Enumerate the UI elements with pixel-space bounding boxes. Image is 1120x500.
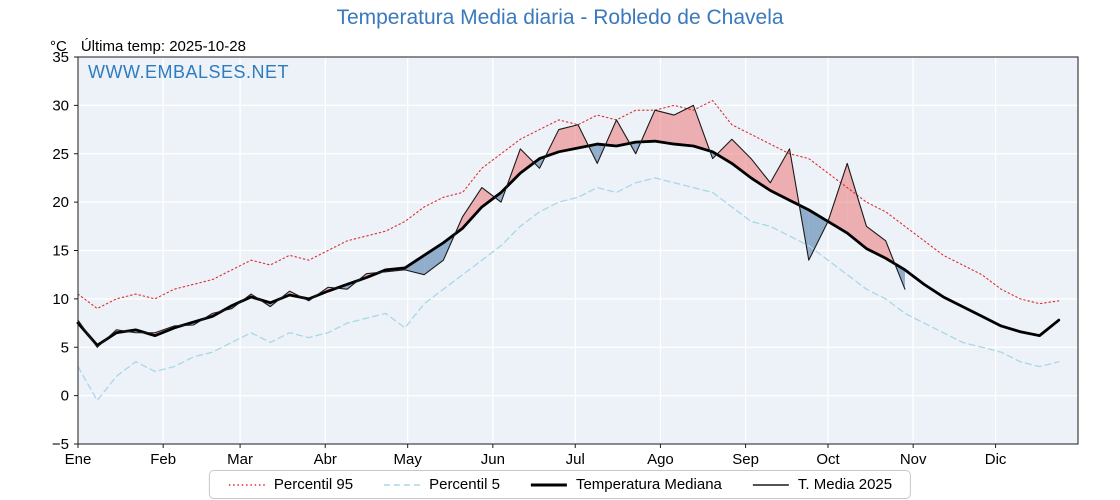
y-tick-label: 5 bbox=[61, 339, 69, 356]
tmedia-2025-line-sample-icon bbox=[752, 478, 790, 492]
fill-above-median bbox=[751, 158, 771, 191]
y-tick-label: 25 bbox=[52, 146, 69, 163]
mediana-line-sample-icon bbox=[530, 478, 568, 492]
x-tick-label: Oct bbox=[816, 451, 840, 468]
legend-item-mediana: Temperatura Mediana bbox=[530, 476, 722, 493]
legend-label: Temperatura Mediana bbox=[575, 476, 722, 493]
y-tick-label: −5 bbox=[52, 436, 69, 453]
fill-above-median bbox=[558, 124, 578, 152]
y-tick-label: 0 bbox=[61, 388, 69, 405]
fill-above-median bbox=[654, 110, 675, 145]
x-tick-label: Ago bbox=[647, 451, 674, 468]
y-tick-label: 15 bbox=[52, 243, 69, 260]
fill-below-median bbox=[424, 242, 444, 275]
chart-title: Temperatura Media diaria - Robledo de Ch… bbox=[336, 6, 784, 29]
percentil-95-line-sample-icon bbox=[228, 478, 266, 492]
y-axis-unit-label: °C bbox=[50, 38, 67, 55]
x-tick-label: May bbox=[393, 451, 422, 468]
legend-item-percentil-5: Percentil 5 bbox=[383, 476, 500, 493]
y-tick-label: 10 bbox=[52, 291, 69, 308]
series-line-t-media-2025 bbox=[77, 104, 906, 348]
legend: Percentil 95 Percentil 5 Temperatura Med… bbox=[208, 470, 912, 499]
fill-above-median bbox=[828, 163, 848, 234]
legend-label: T. Media 2025 bbox=[797, 476, 893, 493]
legend-item-tmedia-2025: T. Media 2025 bbox=[752, 476, 892, 493]
fill-above-median bbox=[462, 187, 482, 229]
fill-below-median bbox=[808, 209, 828, 261]
legend-label: Percentil 95 bbox=[273, 476, 354, 493]
x-tick-label: Dic bbox=[985, 451, 1007, 468]
x-tick-label: Mar bbox=[227, 451, 253, 468]
y-tick-label: 20 bbox=[52, 194, 69, 211]
fill-above-median bbox=[674, 105, 694, 147]
fill-above-median bbox=[847, 163, 867, 249]
y-tick-label: 30 bbox=[52, 97, 69, 114]
x-tick-label: Nov bbox=[900, 451, 927, 468]
last-temp-label: Última temp: 2025-10-28 bbox=[80, 38, 246, 55]
legend-item-percentil-95: Percentil 95 bbox=[228, 476, 353, 493]
fill-below-median bbox=[404, 255, 425, 275]
fill-above-median bbox=[716, 139, 732, 164]
fill-above-median bbox=[481, 187, 495, 207]
fill-above-median bbox=[520, 148, 535, 174]
chart-header: °C Última temp: 2025-10-28 bbox=[50, 38, 246, 55]
fill-above-median bbox=[731, 139, 752, 178]
watermark-text: WWW.EMBALSES.NET bbox=[88, 62, 290, 82]
x-tick-label: Feb bbox=[150, 451, 176, 468]
x-tick-label: Sep bbox=[732, 451, 759, 468]
x-tick-label: Jul bbox=[566, 451, 585, 468]
x-tick-label: Abr bbox=[314, 451, 337, 468]
fill-above-median bbox=[770, 148, 790, 201]
percentil-5-line-sample-icon bbox=[383, 478, 421, 492]
x-tick-label: Ene bbox=[65, 451, 92, 468]
x-tick-label: Jun bbox=[481, 451, 505, 468]
legend-label: Percentil 5 bbox=[429, 476, 500, 493]
y-tick-label: 35 bbox=[52, 49, 69, 66]
